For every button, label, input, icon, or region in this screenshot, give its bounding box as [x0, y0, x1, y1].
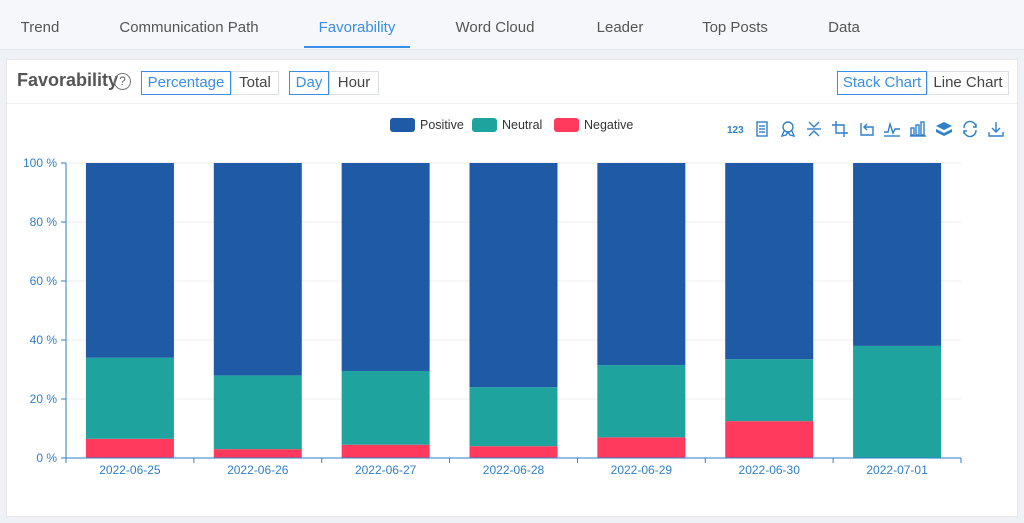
legend-label: Negative	[584, 118, 634, 132]
bar-positive	[85, 163, 174, 358]
stack-icon[interactable]	[934, 119, 954, 139]
legend-swatch-positive	[390, 118, 415, 132]
bar-negative	[597, 437, 686, 458]
bar-chart-icon[interactable]	[908, 119, 928, 139]
bar-neutral	[597, 365, 686, 438]
bar-positive	[597, 163, 686, 366]
y-tick-label: 60 %	[30, 274, 58, 288]
x-tick-label: 2022-06-30	[739, 463, 801, 477]
panel-header: Favorability ? Percentage Total Day Hour…	[7, 60, 1017, 104]
bar-neutral	[341, 370, 430, 445]
bar-positive	[213, 163, 302, 376]
stacked-bar-chart: 0 % 20 % 40 % 60 % 80 % 100 % 2022-06-25 2022-0…	[23, 156, 962, 477]
x-tick-label: 2022-07-01	[866, 463, 928, 477]
x-tick-label: 2022-06-27	[355, 463, 417, 477]
line-chart-icon[interactable]	[882, 119, 902, 139]
total-button[interactable]: Total	[231, 71, 279, 95]
legend-label: Neutral	[502, 118, 543, 132]
tab-favorability[interactable]: Favorability	[318, 19, 396, 36]
y-tick-label: 20 %	[30, 392, 58, 406]
y-tick-label: 100 %	[23, 156, 57, 170]
y-tick-label: 0 %	[36, 451, 57, 465]
svg-text:123: 123	[727, 125, 744, 136]
tab-trend[interactable]: Trend	[20, 19, 60, 36]
x-tick-label: 2022-06-29	[611, 463, 673, 477]
tab-communication-path[interactable]: Communication Path	[119, 19, 259, 36]
tab-word-cloud[interactable]: Word Cloud	[455, 19, 535, 36]
favorability-panel: Favorability ? Percentage Total Day Hour…	[6, 59, 1018, 517]
y-tick-label: 40 %	[30, 333, 58, 347]
tab-data[interactable]: Data	[828, 19, 860, 36]
legend-label: Positive	[420, 118, 464, 132]
hour-button[interactable]: Hour	[329, 71, 379, 95]
y-tick-label: 80 %	[30, 215, 58, 229]
collapse-icon[interactable]	[804, 119, 824, 139]
legend-neutral[interactable]: Neutral	[472, 117, 552, 133]
bar-neutral	[85, 357, 174, 439]
data-labels-icon[interactable]: 123	[726, 119, 746, 139]
bar-neutral	[853, 345, 942, 458]
bar-negative	[341, 444, 430, 458]
question-circle-icon[interactable]: ?	[114, 73, 131, 90]
bar-neutral	[725, 359, 814, 422]
x-tick-label: 2022-06-25	[99, 463, 161, 477]
award-icon[interactable]	[778, 119, 798, 139]
legend-negative[interactable]: Negative	[554, 117, 644, 133]
legend-swatch-negative	[554, 118, 579, 132]
tab-leader[interactable]: Leader	[596, 19, 644, 36]
panel-title: Favorability	[17, 70, 119, 90]
download-icon[interactable]	[986, 119, 1006, 139]
bar-positive	[853, 163, 942, 346]
tab-top-posts[interactable]: Top Posts	[702, 19, 768, 36]
bar-negative	[213, 449, 302, 458]
active-tab-indicator	[304, 46, 410, 48]
bar-negative	[85, 438, 174, 458]
refresh-icon[interactable]	[960, 119, 980, 139]
data-view-icon[interactable]	[752, 119, 772, 139]
rotate-icon[interactable]	[856, 119, 876, 139]
tab-bar: Trend Communication Path Favorability Wo…	[0, 0, 1024, 50]
bar-neutral	[469, 387, 558, 447]
bar-positive	[469, 163, 558, 388]
line-chart-button[interactable]: Line Chart	[927, 71, 1009, 95]
bar-negative	[469, 446, 558, 458]
bar-negative	[725, 421, 814, 458]
percentage-button[interactable]: Percentage	[141, 71, 231, 95]
bar-positive	[341, 163, 430, 371]
legend-swatch-neutral	[472, 118, 497, 132]
x-tick-label: 2022-06-26	[227, 463, 289, 477]
legend-positive[interactable]: Positive	[390, 117, 470, 133]
bar-neutral	[213, 375, 302, 450]
x-tick-label: 2022-06-28	[483, 463, 545, 477]
stack-chart-button[interactable]: Stack Chart	[837, 71, 927, 95]
crop-icon[interactable]	[830, 119, 850, 139]
day-button[interactable]: Day	[289, 71, 329, 95]
bar-positive	[725, 163, 814, 360]
